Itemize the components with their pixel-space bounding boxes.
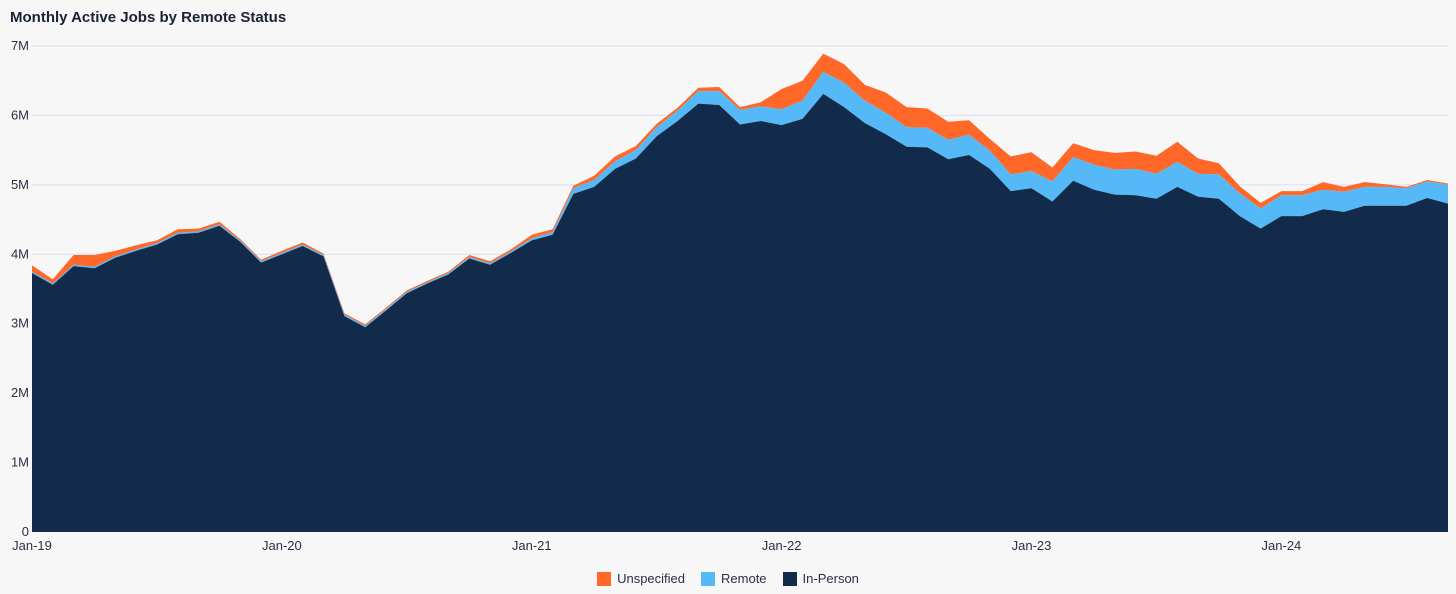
- x-axis-ticks: Jan-19 Jan-20 Jan-21 Jan-22 Jan-23 Jan-24: [12, 538, 1301, 553]
- y-tick-label: 0: [22, 524, 29, 539]
- legend-label: In-Person: [802, 571, 859, 586]
- series-area-in-person: [32, 93, 1448, 533]
- legend-item[interactable]: Remote: [701, 571, 767, 586]
- series-area-unspecified: [32, 53, 1448, 326]
- legend-swatch: [782, 571, 797, 586]
- y-tick-label: 4M: [11, 246, 29, 261]
- chart-title: Monthly Active Jobs by Remote Status: [10, 9, 287, 26]
- y-tick-label: 5M: [11, 177, 29, 192]
- y-tick-label: 2M: [11, 385, 29, 400]
- legend-item[interactable]: In-Person: [782, 571, 859, 586]
- y-tick-label: 3M: [11, 316, 29, 331]
- series-area-remote: [32, 71, 1448, 328]
- y-axis-ticks: 0 1M 2M 3M 4M 5M 6M 7M: [11, 38, 29, 539]
- legend: Unspecified Remote In-Person: [0, 571, 1456, 586]
- x-tick-label: Jan-22: [762, 538, 802, 553]
- legend-label: Remote: [721, 571, 767, 586]
- y-tick-label: 1M: [11, 455, 29, 470]
- x-tick-label: Jan-24: [1262, 538, 1302, 553]
- x-tick-label: Jan-20: [262, 538, 302, 553]
- legend-label: Unspecified: [617, 571, 686, 586]
- x-tick-label: Jan-19: [12, 538, 52, 553]
- x-tick-label: Jan-23: [1012, 538, 1052, 553]
- legend-swatch: [597, 571, 612, 586]
- legend-swatch: [701, 571, 716, 586]
- x-tick-label: Jan-21: [512, 538, 552, 553]
- legend-item[interactable]: Unspecified: [597, 571, 685, 586]
- chart-areas: [32, 53, 1448, 533]
- y-tick-label: 7M: [11, 38, 29, 53]
- y-tick-label: 6M: [11, 107, 29, 122]
